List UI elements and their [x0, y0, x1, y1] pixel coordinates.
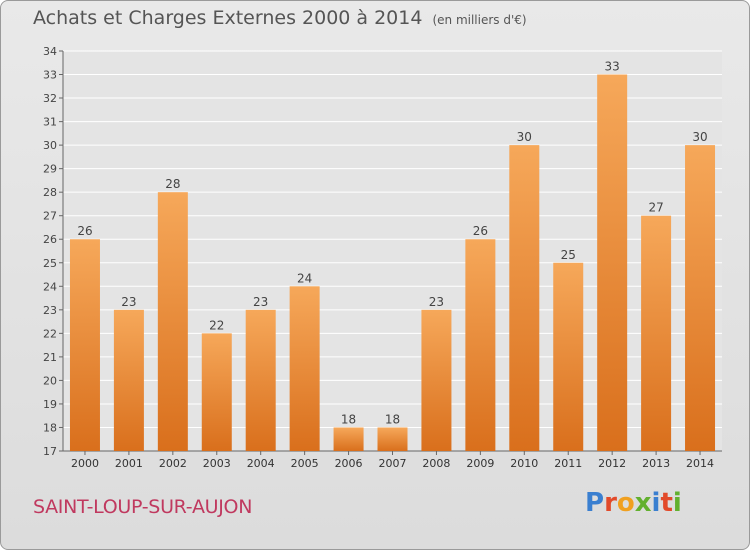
bar-2005	[289, 286, 320, 451]
y-tick-label: 23	[43, 304, 57, 317]
x-tick-label: 2004	[247, 457, 275, 470]
data-label: 26	[77, 224, 92, 238]
logo-letter: t	[660, 488, 673, 518]
bar-2013	[641, 215, 672, 451]
data-label: 18	[341, 412, 356, 426]
bar-2010	[509, 145, 540, 451]
bar-2007	[377, 427, 408, 451]
logo-letter: i	[651, 488, 661, 518]
bar-2011	[553, 262, 584, 451]
y-tick-label: 29	[43, 163, 57, 176]
y-tick-label: 18	[43, 421, 57, 434]
y-tick-label: 22	[43, 327, 57, 340]
data-label: 26	[473, 224, 488, 238]
y-tick-label: 28	[43, 186, 57, 199]
y-tick-label: 17	[43, 445, 57, 458]
data-label: 23	[121, 295, 136, 309]
data-label: 30	[517, 130, 532, 144]
bar-2009	[465, 239, 496, 451]
data-label: 22	[209, 318, 224, 332]
data-label: 23	[429, 295, 444, 309]
y-tick-label: 21	[43, 351, 57, 364]
y-tick-label: 34	[43, 45, 57, 58]
data-label: 23	[253, 295, 268, 309]
x-tick-label: 2001	[115, 457, 143, 470]
x-tick-label: 2008	[422, 457, 450, 470]
y-tick-label: 26	[43, 233, 57, 246]
data-label: 30	[692, 130, 707, 144]
logo-letter: r	[604, 488, 617, 518]
x-tick-label: 2007	[379, 457, 407, 470]
x-tick-label: 2005	[291, 457, 319, 470]
y-tick-label: 33	[43, 69, 57, 82]
data-label: 24	[297, 271, 312, 285]
y-tick-label: 32	[43, 92, 57, 105]
y-tick-label: 19	[43, 398, 57, 411]
commune-name: SAINT-LOUP-SUR-AUJON	[33, 496, 253, 518]
data-label: 25	[561, 248, 576, 262]
y-tick-label: 31	[43, 116, 57, 129]
y-tick-label: 24	[43, 280, 57, 293]
x-tick-label: 2010	[510, 457, 538, 470]
data-label: 27	[648, 201, 663, 215]
x-tick-label: 2000	[71, 457, 99, 470]
x-tick-label: 2014	[686, 457, 714, 470]
y-tick-label: 27	[43, 210, 57, 223]
chart-title: Achats et Charges Externes 2000 à 2014 (e…	[33, 7, 527, 29]
x-tick-label: 2013	[642, 457, 670, 470]
bar-2002	[157, 192, 188, 452]
x-tick-label: 2002	[159, 457, 187, 470]
data-labels: 26 23 28 22 23 24 18 18 23 26 30 25 33 27 30	[77, 60, 707, 427]
x-tick-label: 2003	[203, 457, 231, 470]
y-tick-label: 20	[43, 374, 57, 387]
chart-unit: (en milliers d'€)	[432, 13, 527, 27]
bar-2004	[245, 309, 276, 451]
bar-2001	[113, 309, 144, 451]
x-tick-label: 2011	[554, 457, 582, 470]
logo-letter: i	[672, 488, 682, 518]
logo-letter: P	[585, 488, 605, 518]
x-tick-label: 2012	[598, 457, 626, 470]
bars	[69, 74, 716, 452]
x-tick-label: 2006	[335, 457, 363, 470]
data-label: 33	[605, 60, 620, 74]
bar-2014	[685, 145, 716, 451]
bar-2000	[69, 239, 100, 451]
y-tick-label: 30	[43, 139, 57, 152]
logo-letter: o	[616, 488, 635, 518]
bar-2012	[597, 74, 628, 451]
chart-title-text: Achats et Charges Externes 2000 à 2014	[33, 7, 423, 29]
proxiti-logo: Proxiti	[585, 488, 682, 518]
bar-2006	[333, 427, 364, 451]
bar-2003	[201, 333, 232, 451]
x-tick-label: 2009	[466, 457, 494, 470]
data-label: 18	[385, 412, 400, 426]
data-label: 28	[165, 177, 180, 191]
y-tick-label: 25	[43, 257, 57, 270]
bar-2008	[421, 309, 452, 451]
logo-letter: x	[634, 488, 652, 518]
